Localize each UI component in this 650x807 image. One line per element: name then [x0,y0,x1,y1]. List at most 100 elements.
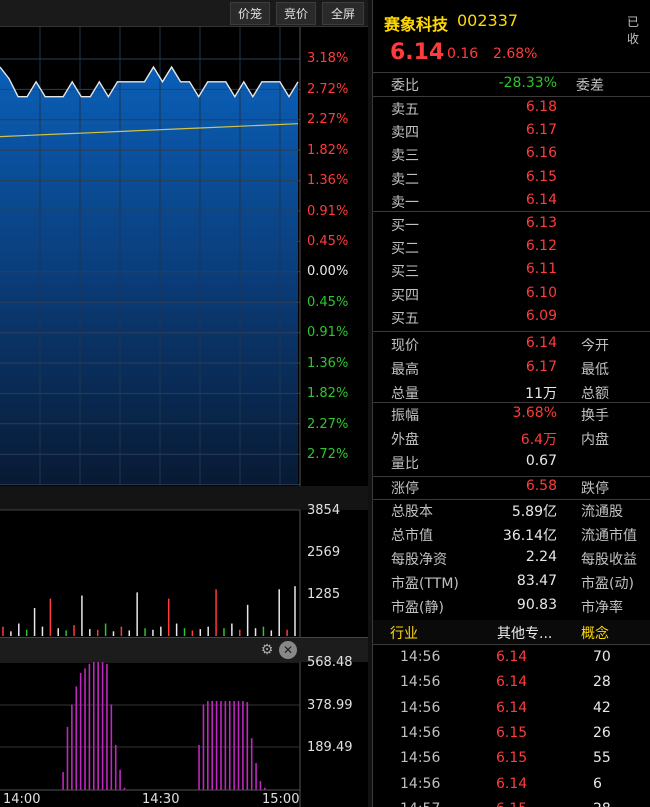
committee-ratio-value: -28.33% [498,75,557,91]
gear-icon[interactable]: ⚙ [260,642,274,658]
trade-volume: 6 [593,775,602,792]
close-icon[interactable]: ✕ [279,641,297,659]
price-cage-button[interactable]: 价笼 [230,2,270,25]
tab-other[interactable]: 其他专... [497,626,553,642]
stat-label-right: 跌停 [581,481,609,497]
stat-label-right: 总额 [581,386,609,402]
stat-label: 量比 [391,456,419,472]
percent-tick-label: 1.82% [307,143,349,158]
trade-row[interactable]: 14:57 6.15 28 [373,797,650,807]
tab-concept[interactable]: 概念 [581,626,609,642]
volume-axis-label: 3854 [307,503,341,518]
current-price: 6.14 [390,40,445,65]
ask-level-label: 卖三 [391,148,419,165]
bid-level-label: 买三 [391,264,419,281]
ask-level-label: 卖二 [391,171,419,188]
volume-axis-label: 2569 [307,545,341,560]
trade-volume: 70 [593,649,611,665]
committee-diff-label: 委差 [576,78,604,94]
bid-level-label: 买五 [391,310,419,327]
bid-level-price[interactable]: 6.11 [525,261,557,278]
trade-row[interactable]: 14:56 6.14 70 [373,645,650,670]
stat-label: 市盈(TTM) [391,576,459,592]
divider [373,644,650,645]
stat-label-right: 内盘 [581,432,609,448]
time-tick-label: 15:00 [262,792,300,807]
stat-label: 现价 [391,338,419,354]
ask-level-price[interactable]: 6.16 [525,145,557,162]
trade-row[interactable]: 14:56 6.15 26 [373,721,650,746]
trade-row[interactable]: 14:56 6.14 42 [373,696,650,721]
ask-level-label: 卖一 [391,194,419,211]
trade-price: 6.15 [496,801,527,807]
trade-row[interactable]: 14:56 6.15 55 [373,746,650,771]
stat-value: 0.67 [525,453,557,469]
fullscreen-button[interactable]: 全屏 [322,2,364,25]
market-status: 已收 [627,15,640,46]
trade-time: 14:56 [400,724,441,741]
percent-tick-label: 3.18% [307,51,349,66]
bid-level-price[interactable]: 6.12 [525,238,557,255]
percent-tick-label: 1.82% [307,386,349,401]
bid-level-price[interactable]: 6.13 [525,215,557,231]
trade-price: 6.14 [496,699,528,716]
trade-volume: 26 [593,724,611,741]
trade-price: 6.14 [496,649,528,665]
stat-value: 6.4万 [520,432,557,448]
auction-button[interactable]: 竞价 [276,2,316,25]
stat-label: 总量 [391,386,419,402]
trade-price: 6.15 [496,724,528,741]
stat-label: 外盘 [391,432,419,448]
trade-row[interactable]: 14:56 6.14 28 [373,670,650,695]
stat-label: 涨停 [391,481,419,497]
divider [373,96,650,97]
trade-time: 14:56 [400,674,441,691]
stat-value: 5.89亿 [511,504,557,520]
ask-level-price[interactable]: 6.15 [525,168,557,185]
percent-tick-label: 2.72% [307,82,349,97]
trade-price: 6.14 [496,674,528,691]
intraday-chart[interactable] [0,0,368,807]
stat-value: 3.68% [512,405,557,421]
chart-toolbar: 价笼 竞价 全屏 [0,0,368,27]
ask-level-price[interactable]: 6.18 [525,99,557,115]
divider [373,211,650,212]
stat-label-right: 今开 [581,338,609,354]
percent-tick-label: 0.45% [307,234,349,249]
percent-tick-label: 0.91% [307,204,349,219]
stat-value: 6.14 [525,335,557,351]
bid-level-price[interactable]: 6.10 [525,284,557,301]
stat-label: 最高 [391,362,419,378]
price-change: 0.16 [447,46,479,62]
trade-volume: 28 [593,674,611,691]
stat-value: 90.83 [516,597,557,613]
ask-level-label: 卖五 [391,102,419,118]
trade-volume: 55 [593,750,611,767]
stat-label-right: 流通股 [581,504,623,520]
trade-row[interactable]: 14:56 6.14 6 [373,772,650,797]
tab-industry[interactable]: 行业 [390,626,418,642]
divider [373,331,650,332]
bid-level-price[interactable]: 6.09 [525,307,557,324]
stat-label-right: 市盈(动) [581,576,634,592]
tab-bar: 行业 其他专... 概念 [373,620,650,644]
trade-time: 14:56 [400,649,441,665]
panel-divider[interactable] [368,0,372,807]
trade-price: 6.14 [496,775,528,792]
ask-level-price[interactable]: 6.17 [525,122,557,139]
stat-label-right: 最低 [581,362,609,378]
ask-level-price[interactable]: 6.14 [525,191,557,208]
trade-volume: 42 [593,699,611,716]
avg-price-line [0,123,299,138]
price-change-pct: 2.68% [493,46,538,62]
divider [373,499,650,500]
trade-volume: 28 [593,801,611,807]
stat-label-right: 流通市值 [581,528,637,544]
trade-time: 14:56 [400,750,441,767]
divider [373,402,650,403]
indicator-axis-label: 189.49 [307,740,353,755]
chart-panel[interactable]: 价笼 竞价 全屏 3.18% 2.72% 2.27% 1.82% 1.36% 0.91% 0… [0,0,368,807]
stock-name: 赛象科技 [384,15,449,34]
percent-tick-label: 0.91% [307,325,349,340]
percent-tick-label: 2.27% [307,112,349,127]
